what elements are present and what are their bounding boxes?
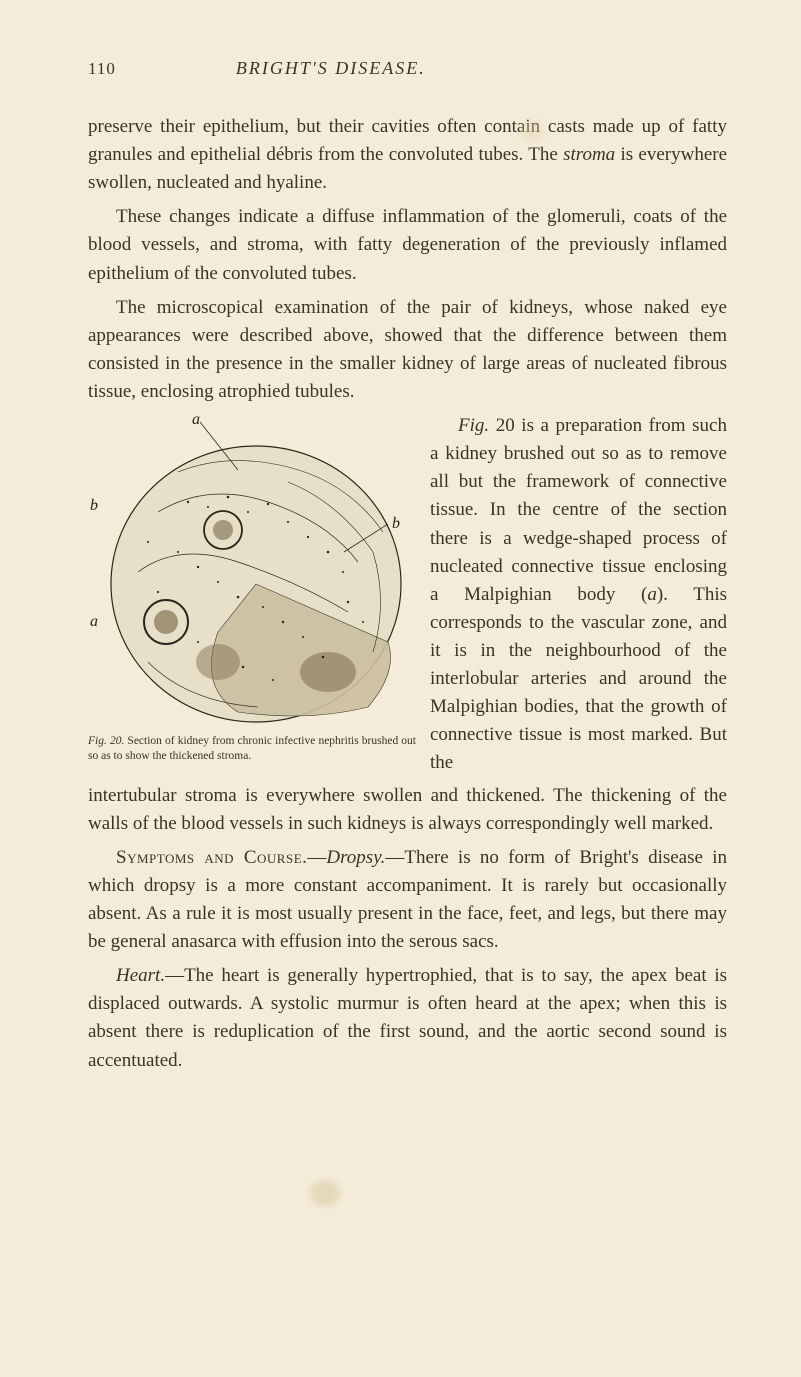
- paragraph-1: preserve their epithelium, but their cav…: [88, 113, 727, 197]
- figure-text-row: a b a b Fig. 20. Section of kidney from …: [88, 412, 727, 777]
- page-stain: [310, 1180, 340, 1206]
- page-number: 110: [88, 59, 116, 79]
- p1-italic-stroma: stroma: [563, 144, 615, 165]
- heart-text: —The heart is generally hypertrophied, t…: [88, 965, 727, 1070]
- paragraph-heart: Heart.—The heart is generally hypertroph…: [88, 962, 727, 1074]
- paragraph-2: These changes indicate a diffuse inflamm…: [88, 203, 727, 287]
- heart-italic: Heart.: [116, 965, 165, 986]
- paragraph-symptoms: Symptoms and Course.—Dropsy.—There is no…: [88, 844, 727, 956]
- figure-illustration: a b a b: [88, 412, 416, 730]
- book-title: BRIGHT'S DISEASE.: [236, 58, 426, 79]
- and-sc: and: [195, 847, 244, 868]
- figure-block: a b a b Fig. 20. Section of kidney from …: [88, 412, 416, 764]
- svg-text:a: a: [90, 613, 98, 630]
- wrap-text-a: 20 is a preparation from such a kidney b…: [430, 415, 727, 605]
- symptoms-sc: Symptoms: [116, 847, 195, 868]
- wrap-label-a: a: [647, 584, 657, 605]
- figure-caption-prefix: Fig. 20.: [88, 735, 124, 747]
- svg-text:b: b: [90, 497, 98, 514]
- paragraph-3: The microscopical examination of the pai…: [88, 294, 727, 406]
- course-sc: Course.: [244, 847, 308, 868]
- figure-caption-text: Section of kidney from chronic infective…: [88, 735, 416, 762]
- dropsy-italic: Dropsy.: [326, 847, 385, 868]
- wrap-fig-italic: Fig.: [458, 415, 489, 436]
- wrap-text-b: ). This corresponds to the vascular zone…: [430, 584, 727, 774]
- dash-1: —: [307, 847, 326, 868]
- page-header: 110 BRIGHT'S DISEASE.: [88, 58, 727, 79]
- paragraph-intertubular: intertubular stroma is everywhere swolle…: [88, 782, 727, 838]
- figure-caption: Fig. 20. Section of kidney from chronic …: [88, 734, 416, 764]
- svg-text:b: b: [392, 515, 400, 532]
- svg-text:a: a: [192, 412, 200, 428]
- wrap-text-column: Fig. 20 is a preparation from such a kid…: [430, 412, 727, 777]
